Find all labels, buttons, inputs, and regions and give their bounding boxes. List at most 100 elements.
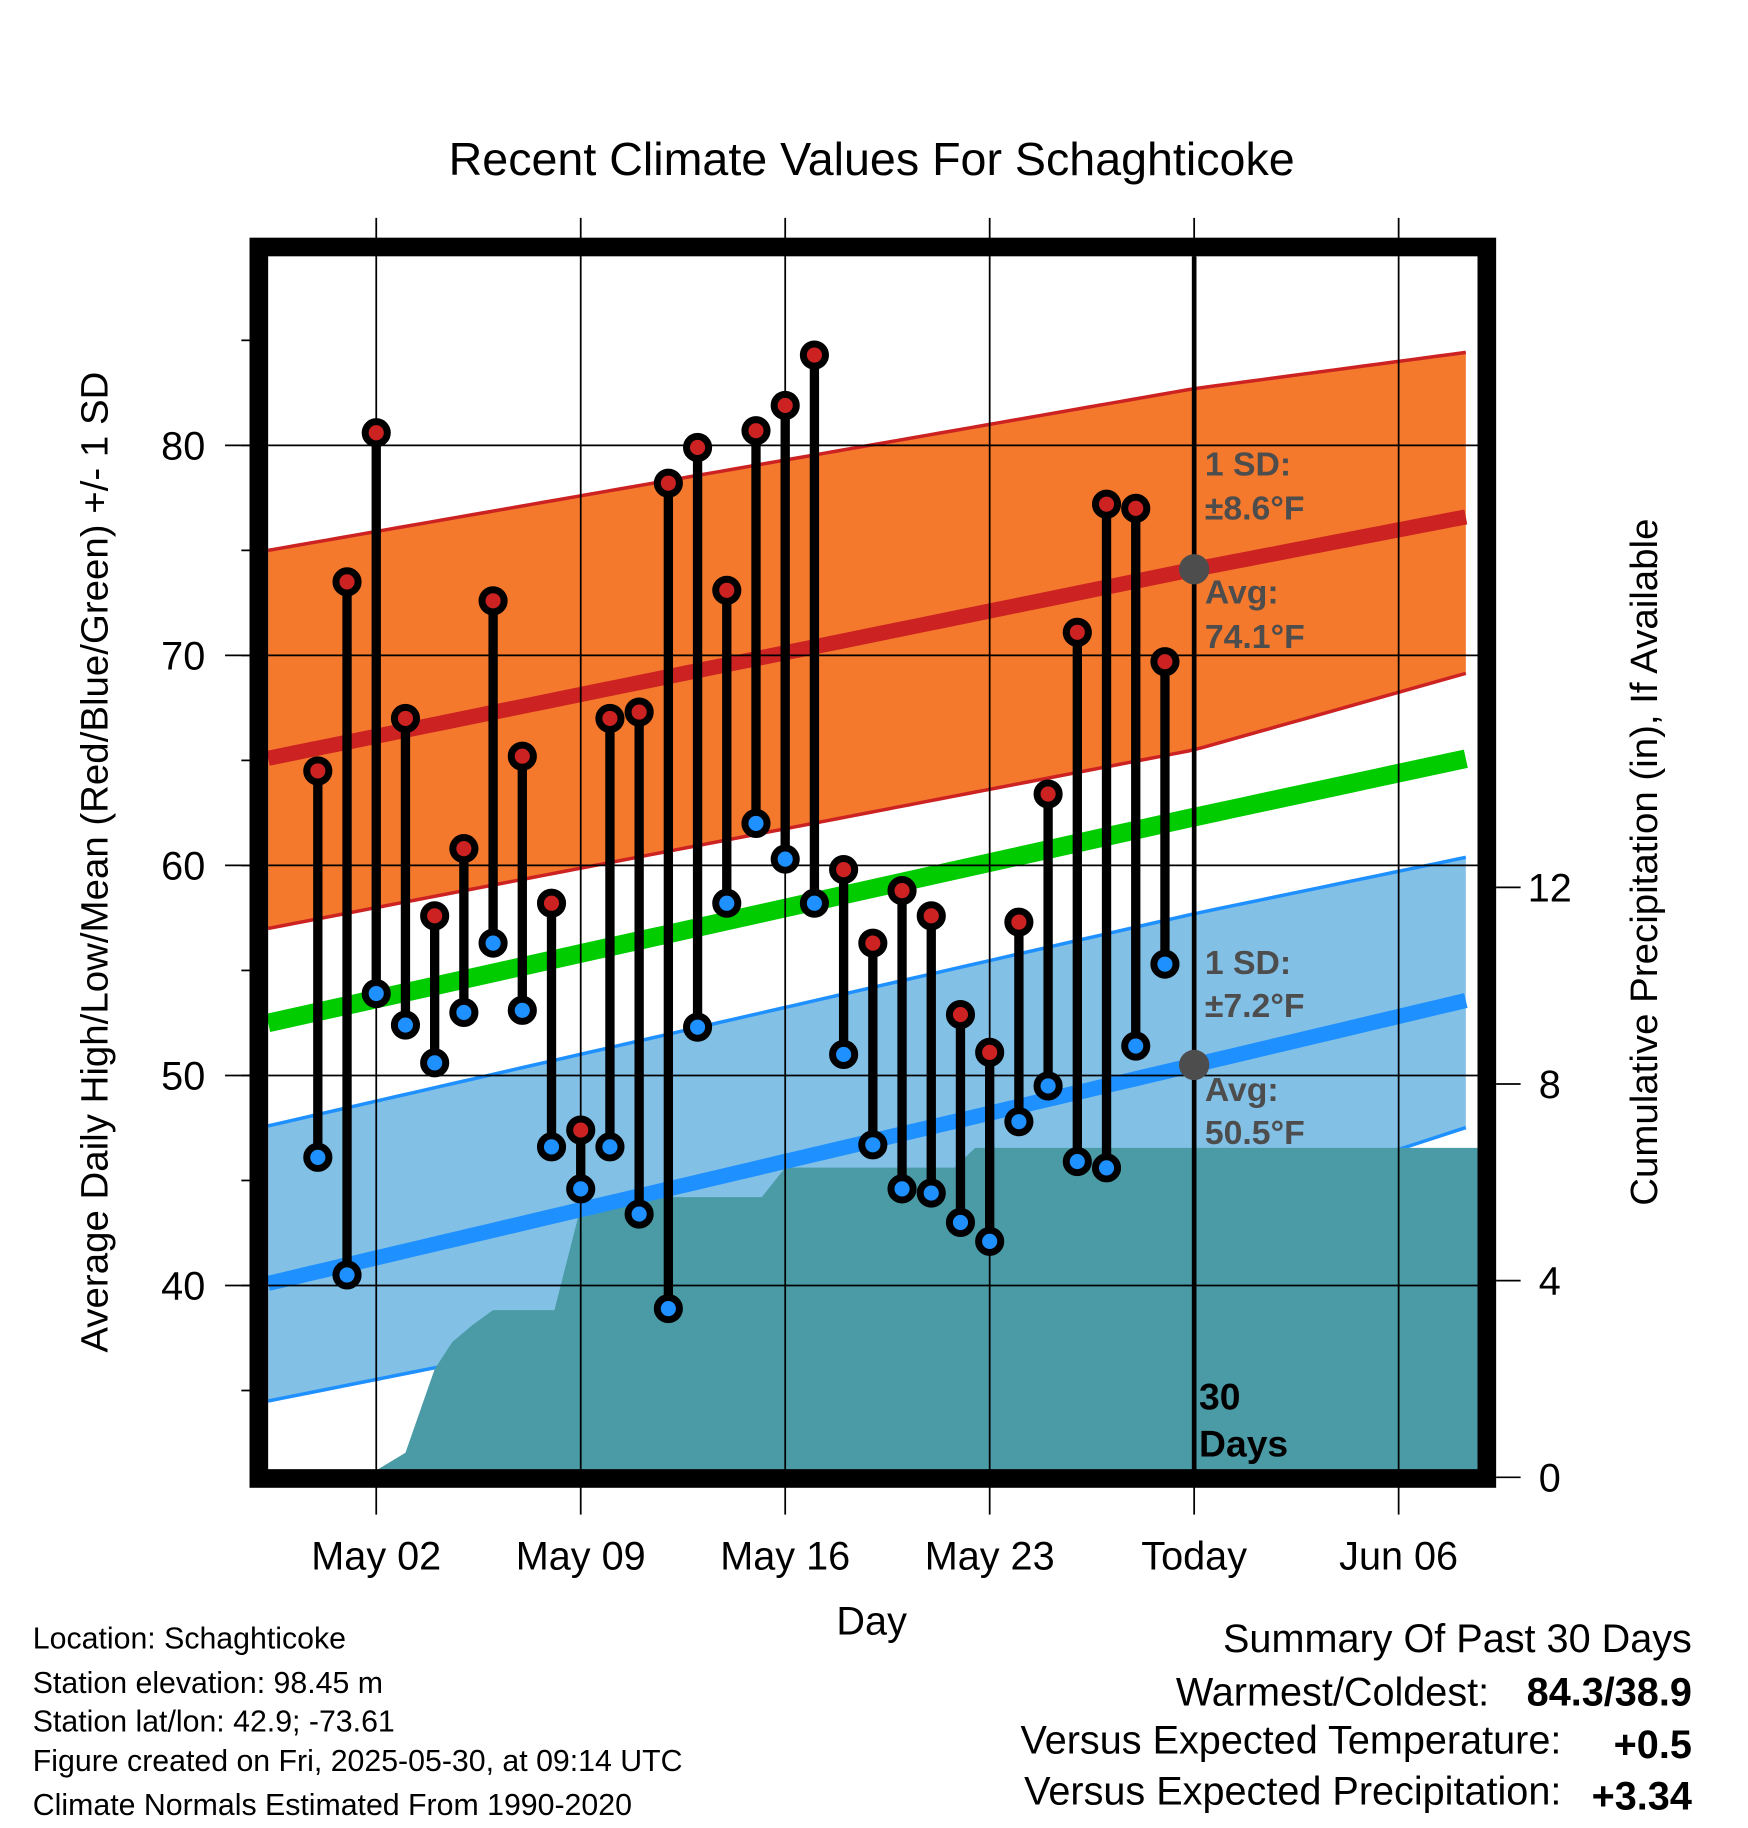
daily-high-point (536, 888, 567, 918)
info-latlon: Station lat/lon: 42.9; -73.61 (33, 1705, 395, 1738)
daily-low-point (770, 844, 800, 874)
daily-high-point (712, 575, 742, 605)
summary-title: Summary Of Past 30 Days (1223, 1617, 1692, 1661)
daily-high-point (624, 697, 654, 727)
today-high-avg-marker (1179, 554, 1210, 585)
daily-low-point (1150, 949, 1180, 979)
high-avg-line (266, 509, 1468, 766)
daily-high-point (741, 416, 771, 446)
x-tick-label: May 02 (311, 1534, 441, 1578)
y2-tick-label: 0 (1539, 1456, 1561, 1500)
summary-warm-cold-label: Warmest/Coldest: (1176, 1671, 1489, 1715)
daily-high-point (507, 741, 537, 771)
daily-high-point (1121, 493, 1151, 523)
annotation-window-count: 30 (1199, 1376, 1240, 1418)
y-tick-label: 70 (161, 634, 205, 678)
daily-low-point (1004, 1107, 1034, 1137)
daily-low-point (945, 1207, 976, 1238)
y2-tick-label: 8 (1539, 1063, 1561, 1107)
daily-high-point (478, 586, 508, 616)
daily-high-point (1004, 907, 1034, 937)
annotation-high-avg: Avg: (1205, 574, 1279, 612)
summary-warm-cold-value: 84.3/38.9 (1527, 1671, 1692, 1715)
daily-high-point (916, 901, 946, 931)
daily-high-point (303, 756, 333, 786)
daily-high-point (799, 340, 829, 370)
summary-temp-value: +0.5 (1614, 1723, 1692, 1767)
daily-low-point (536, 1132, 567, 1162)
summary-precip-label: Versus Expected Precipitation: (1024, 1770, 1561, 1814)
daily-low-point (683, 1012, 713, 1042)
daily-high-point (653, 468, 683, 498)
plot-frame (249, 237, 1497, 1488)
y2-axis-label: Cumulative Precipitation (in), If Availa… (1623, 519, 1666, 1206)
summary-precip-value: +3.34 (1592, 1774, 1692, 1818)
daily-high-point (770, 390, 800, 421)
daily-low-point (595, 1132, 625, 1162)
annotation-low-sd-value: ±7.2°F (1205, 987, 1305, 1025)
daily-low-point (1121, 1031, 1151, 1061)
daily-low-point (1033, 1071, 1063, 1101)
daily-low-point (916, 1178, 946, 1208)
daily-high-point (1033, 779, 1063, 809)
daily-low-point (975, 1226, 1005, 1256)
daily-high-point (887, 876, 917, 906)
daily-high-point (332, 567, 362, 597)
daily-low-point (332, 1260, 362, 1290)
daily-low-point (478, 928, 508, 958)
y-tick-label: 60 (161, 844, 205, 888)
daily-high-point (449, 834, 479, 864)
annotation-window-unit: Days (1199, 1422, 1288, 1464)
daily-high-point (595, 703, 625, 733)
daily-low-point (799, 888, 829, 918)
daily-high-point (683, 432, 713, 463)
x-axis-label: Day (836, 1600, 907, 1644)
x-tick-label: Today (1141, 1534, 1247, 1578)
daily-high-point (1062, 617, 1092, 647)
annotation-high-avg-value: 74.1°F (1205, 618, 1305, 656)
daily-high-point (420, 901, 450, 931)
y2-tick-label: 12 (1528, 866, 1572, 910)
daily-low-point (303, 1142, 333, 1172)
daily-low-point (1091, 1153, 1122, 1183)
daily-low-point (566, 1174, 596, 1204)
annotation-low-avg: Avg: (1205, 1071, 1279, 1109)
daily-low-point (712, 888, 742, 918)
info-location: Location: Schaghticoke (33, 1623, 346, 1656)
daily-high-point (858, 928, 888, 958)
daily-low-point (653, 1294, 683, 1324)
x-tick-label: May 09 (516, 1534, 646, 1578)
y-tick-label: 40 (161, 1264, 205, 1308)
daily-high-point (1150, 647, 1180, 677)
daily-low-point (390, 1010, 421, 1040)
daily-low-point (624, 1199, 654, 1229)
daily-low-point (361, 978, 391, 1009)
summary-temp-label: Versus Expected Temperature: (1020, 1718, 1561, 1762)
annotation-low-sd: 1 SD: (1205, 944, 1291, 982)
daily-high-point (390, 703, 421, 733)
x-tick-label: Jun 06 (1339, 1534, 1458, 1578)
annotation-high-sd: 1 SD: (1205, 445, 1291, 483)
daily-high-point (945, 999, 976, 1030)
daily-low-point (1062, 1147, 1092, 1177)
daily-low-point (887, 1174, 917, 1204)
today-low-avg-marker (1179, 1049, 1210, 1081)
daily-low-point (858, 1130, 888, 1160)
y-axis-label: Average Daily High/Low/Mean (Red/Blue/Gr… (73, 372, 116, 1353)
daily-low-point (507, 995, 537, 1025)
daily-high-point (1091, 489, 1122, 519)
info-elevation: Station elevation: 98.45 m (33, 1667, 383, 1700)
x-tick-label: May 23 (925, 1534, 1055, 1578)
info-normals: Climate Normals Estimated From 1990-2020 (33, 1789, 632, 1822)
y-tick-label: 80 (161, 424, 205, 468)
daily-high-point (829, 855, 859, 885)
y-tick-label: 50 (161, 1054, 205, 1098)
annotation-low-avg-value: 50.5°F (1205, 1114, 1305, 1152)
daily-low-point (829, 1039, 859, 1070)
x-tick-label: May 16 (720, 1534, 850, 1578)
daily-low-point (420, 1048, 450, 1078)
plot-area: 1 SD: ±8.6°F Avg: 74.1°F 1 SD: ±7.2°F Avg: 50.5… (161, 217, 1572, 1578)
annotation-high-sd-value: ±8.6°F (1205, 490, 1305, 528)
chart-title: Recent Climate Values For Schaghticoke (449, 133, 1295, 185)
